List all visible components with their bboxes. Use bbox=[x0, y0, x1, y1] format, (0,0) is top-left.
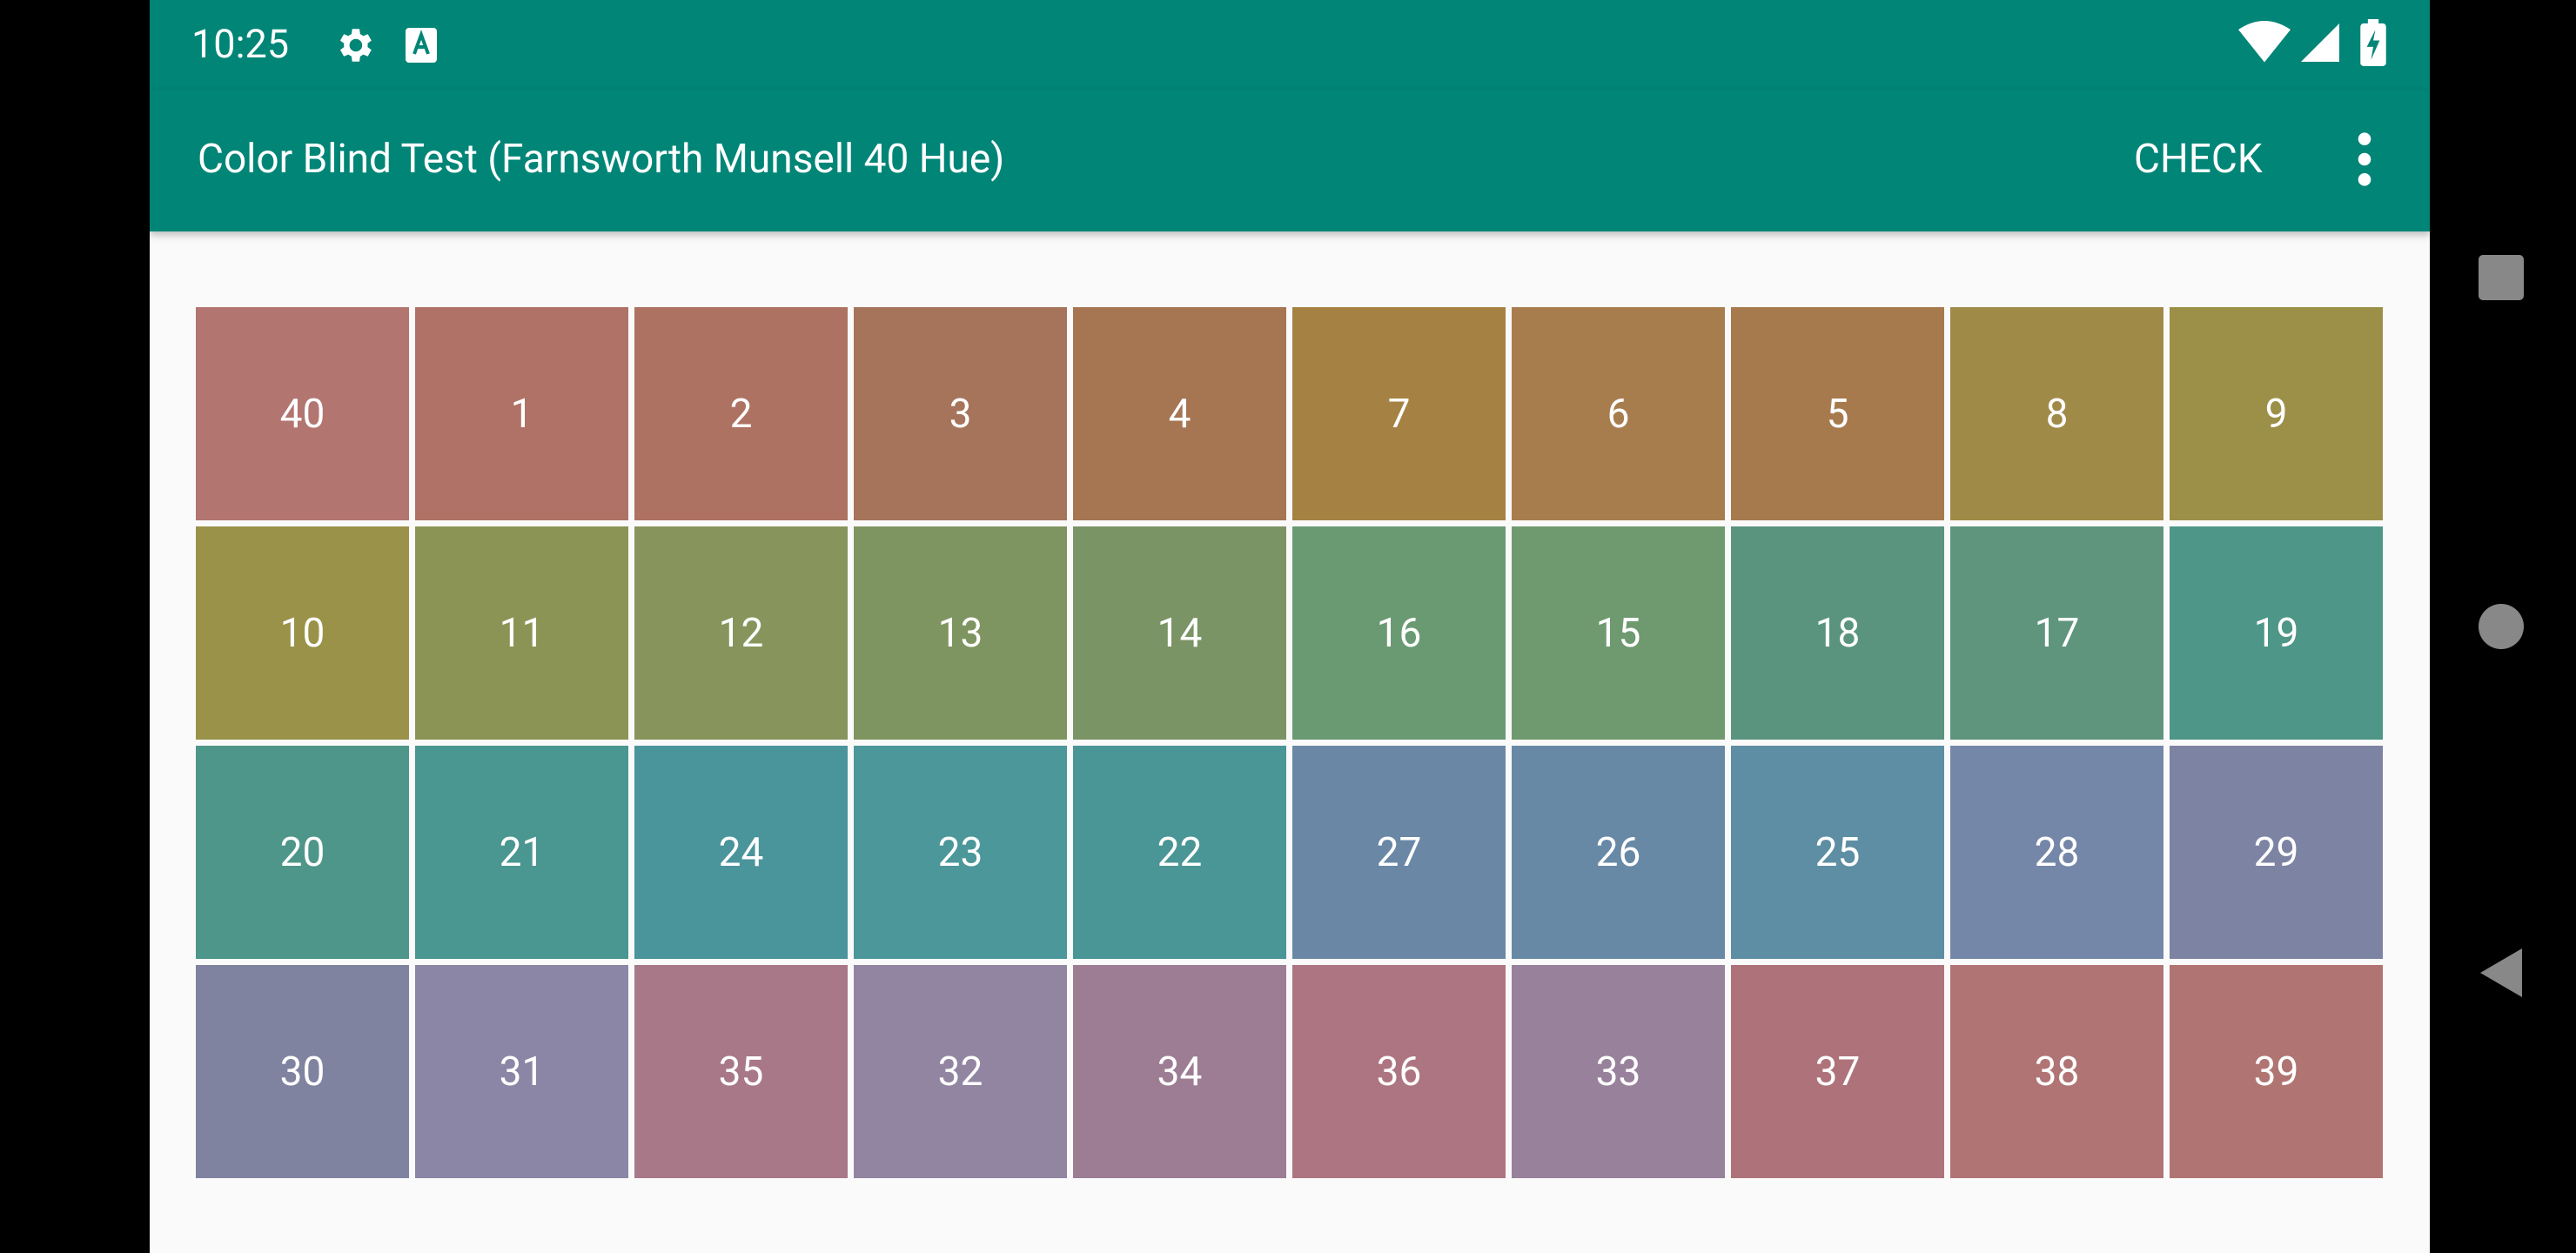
hue-tile[interactable]: 10 bbox=[196, 526, 409, 740]
tile-grid: 40 1 2 3 4 7 6 5 8 9 10 11 12 13 14 16 15 18 17 19 20 21 24 23 2… bbox=[196, 307, 2383, 1178]
hue-tile[interactable]: 28 bbox=[1950, 746, 2163, 959]
hue-tile[interactable]: 34 bbox=[1073, 965, 1286, 1178]
hue-tile[interactable]: 37 bbox=[1731, 965, 1944, 1178]
app-icon bbox=[406, 28, 437, 63]
recents-button[interactable] bbox=[2479, 255, 2524, 300]
back-button[interactable] bbox=[2480, 948, 2522, 997]
hue-tile[interactable]: 40 bbox=[196, 307, 409, 520]
hue-tile[interactable]: 12 bbox=[634, 526, 848, 740]
app: 10:25 Color Blind Test (Farnsworth Munse… bbox=[150, 0, 2430, 1253]
hue-tile[interactable]: 7 bbox=[1292, 307, 1506, 520]
hue-tile[interactable]: 27 bbox=[1292, 746, 1506, 959]
wifi-icon bbox=[2238, 21, 2291, 63]
hue-tile[interactable]: 1 bbox=[415, 307, 628, 520]
hue-tile[interactable]: 4 bbox=[1073, 307, 1286, 520]
hue-tile[interactable]: 35 bbox=[634, 965, 848, 1178]
hue-tile[interactable]: 23 bbox=[854, 746, 1067, 959]
hue-tile[interactable]: 3 bbox=[854, 307, 1067, 520]
hue-tile[interactable]: 2 bbox=[634, 307, 848, 520]
hue-tile[interactable]: 21 bbox=[415, 746, 628, 959]
hue-tile[interactable]: 6 bbox=[1512, 307, 1725, 520]
hue-tile[interactable]: 13 bbox=[854, 526, 1067, 740]
toolbar: Color Blind Test (Farnsworth Munsell 40 … bbox=[150, 90, 2430, 231]
hue-tile[interactable]: 26 bbox=[1512, 746, 1725, 959]
hue-tile[interactable]: 19 bbox=[2170, 526, 2383, 740]
hue-tile[interactable]: 33 bbox=[1512, 965, 1725, 1178]
hue-tile[interactable]: 31 bbox=[415, 965, 628, 1178]
hue-tile[interactable]: 17 bbox=[1950, 526, 2163, 740]
home-button[interactable] bbox=[2479, 604, 2524, 649]
hue-tile[interactable]: 5 bbox=[1731, 307, 1944, 520]
hue-tile[interactable]: 25 bbox=[1731, 746, 1944, 959]
check-button[interactable]: CHECK bbox=[2134, 136, 2263, 183]
hue-tile[interactable]: 16 bbox=[1292, 526, 1506, 740]
hue-tile[interactable]: 32 bbox=[854, 965, 1067, 1178]
hue-tile[interactable]: 24 bbox=[634, 746, 848, 959]
hue-tile[interactable]: 11 bbox=[415, 526, 628, 740]
hue-tile[interactable]: 14 bbox=[1073, 526, 1286, 740]
hue-tile[interactable]: 9 bbox=[2170, 307, 2383, 520]
clock: 10:25 bbox=[191, 21, 290, 67]
hue-tile[interactable]: 38 bbox=[1950, 965, 2163, 1178]
hue-tile[interactable]: 36 bbox=[1292, 965, 1506, 1178]
hue-tile[interactable]: 39 bbox=[2170, 965, 2383, 1178]
hue-tile[interactable]: 18 bbox=[1731, 526, 1944, 740]
hue-tile[interactable]: 20 bbox=[196, 746, 409, 959]
signal-icon bbox=[2301, 23, 2339, 62]
hue-tile[interactable]: 30 bbox=[196, 965, 409, 1178]
hue-tile[interactable]: 29 bbox=[2170, 746, 2383, 959]
overflow-menu[interactable] bbox=[2351, 129, 2378, 190]
status-bar: 10:25 bbox=[150, 0, 2430, 90]
navigation-bar bbox=[2479, 255, 2524, 997]
settings-icon bbox=[339, 29, 372, 62]
battery-icon bbox=[2360, 19, 2386, 66]
hue-tile[interactable]: 8 bbox=[1950, 307, 2163, 520]
hue-tile[interactable]: 22 bbox=[1073, 746, 1286, 959]
app-title: Color Blind Test (Farnsworth Munsell 40 … bbox=[198, 136, 1005, 183]
hue-tile[interactable]: 15 bbox=[1512, 526, 1725, 740]
